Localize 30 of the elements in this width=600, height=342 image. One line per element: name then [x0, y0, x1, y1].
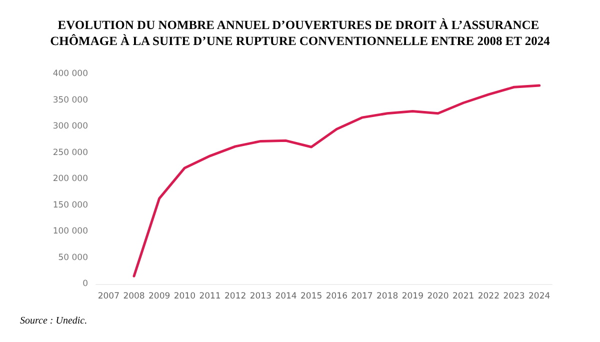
x-tick-label: 2007 [98, 292, 120, 302]
x-tick-label: 2019 [402, 292, 424, 302]
y-tick-label: 300 000 [52, 122, 88, 132]
line-series [132, 84, 541, 278]
x-tick-label: 2015 [300, 292, 322, 302]
source-note: Source : Unedic. [20, 316, 88, 326]
chart-title: EVOLUTION DU NOMBRE ANNUEL D’OUVERTURES DE DROIT À L’ASSURANCE CHÔMAGE À LA SUITE D’UNE RUPTURE CONVENTIONNELLE ENTRE 2008 ET 2024 [50, 18, 551, 48]
y-tick-label: 0 [82, 279, 88, 289]
x-tick-label: 2024 [528, 292, 550, 302]
x-tick-label: 2018 [376, 292, 398, 302]
x-tick-label: 2021 [452, 292, 474, 302]
x-tick-label: 2013 [250, 292, 272, 302]
x-tick-label: 2016 [326, 292, 348, 302]
x-tick-label: 2010 [174, 292, 196, 302]
x-tick-label: 2011 [199, 292, 221, 302]
x-tick-label: 2009 [148, 292, 170, 302]
x-tick-label: 2017 [351, 292, 373, 302]
x-tick-label: 2012 [224, 292, 246, 302]
x-tick-label: 2014 [275, 292, 297, 302]
y-tick-label: 200 000 [52, 174, 88, 184]
y-tick-label: 50 000 [58, 252, 88, 263]
x-tick-label: 2008 [123, 292, 145, 302]
x-tick-label: 2020 [427, 292, 449, 302]
y-tick-label: 400 000 [52, 69, 88, 79]
x-tick-label: 2022 [478, 292, 500, 302]
y-tick-label: 150 000 [52, 200, 88, 210]
y-tick-label: 250 000 [52, 148, 88, 158]
y-tick-label: 350 000 [52, 95, 88, 106]
x-tick-label: 2023 [503, 292, 525, 302]
y-tick-label: 100 000 [52, 226, 88, 236]
